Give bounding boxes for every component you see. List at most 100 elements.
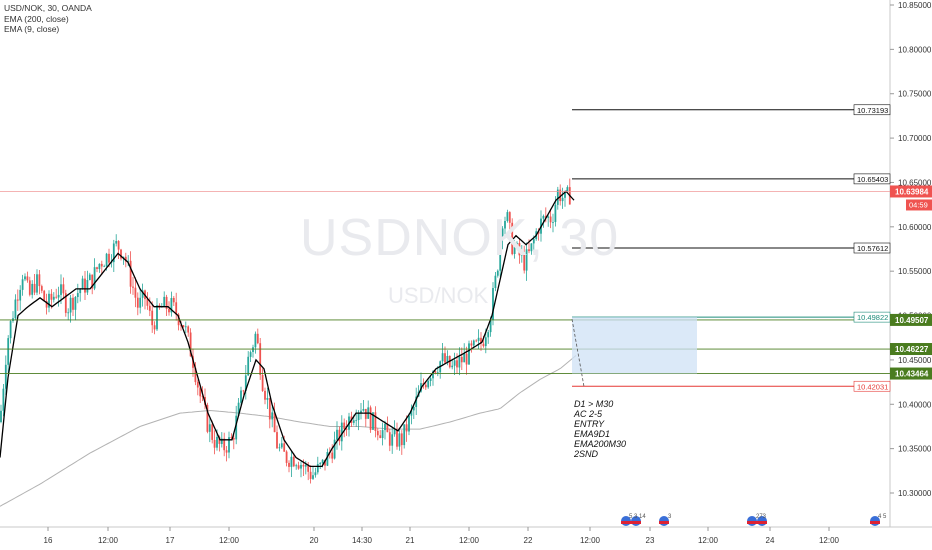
candle-up[interactable] [0, 410, 2, 422]
candle-up[interactable] [21, 279, 24, 290]
candle-down[interactable] [273, 412, 276, 433]
candle-up[interactable] [304, 464, 307, 467]
candle-up[interactable] [249, 352, 252, 357]
candle-up[interactable] [352, 420, 355, 423]
candle-up[interactable] [141, 290, 144, 298]
candle-down[interactable] [194, 367, 197, 383]
candle-up[interactable] [357, 412, 360, 420]
candle-down[interactable] [297, 465, 300, 469]
candle-down[interactable] [343, 422, 346, 429]
candle-up[interactable] [391, 434, 394, 446]
candle-up[interactable] [9, 321, 12, 339]
candle-up[interactable] [362, 409, 365, 411]
candle-down[interactable] [283, 443, 286, 452]
candle-up[interactable] [60, 284, 62, 295]
candle-up[interactable] [290, 456, 293, 467]
candle-down[interactable] [465, 353, 468, 365]
candle-up[interactable] [216, 436, 218, 448]
candle-up[interactable] [516, 243, 518, 247]
candle-down[interactable] [182, 325, 185, 328]
candle-down[interactable] [40, 286, 43, 291]
candle-down[interactable] [288, 462, 290, 467]
candle-down[interactable] [292, 456, 295, 467]
candle-down[interactable] [331, 452, 334, 459]
candle-down[interactable] [168, 309, 170, 313]
candle-down[interactable] [388, 432, 391, 446]
candle-up[interactable] [319, 463, 322, 465]
candle-down[interactable] [72, 297, 74, 310]
candle-down[interactable] [175, 302, 178, 315]
candle-down[interactable] [511, 222, 514, 255]
candle-down[interactable] [379, 435, 382, 438]
candle-down[interactable] [482, 343, 485, 347]
candle-up[interactable] [79, 289, 82, 294]
candle-down[interactable] [134, 287, 137, 298]
candle-up[interactable] [453, 360, 456, 366]
candle-up[interactable] [501, 228, 504, 240]
candle-down[interactable] [218, 436, 221, 444]
candle-up[interactable] [564, 191, 566, 198]
candle-up[interactable] [88, 274, 91, 280]
candle-down[interactable] [324, 459, 326, 466]
candle-down[interactable] [268, 398, 271, 420]
candle-up[interactable] [472, 340, 475, 346]
candle-down[interactable] [132, 286, 134, 288]
candle-down[interactable] [38, 274, 41, 287]
candle-down[interactable] [120, 249, 122, 259]
candle-up[interactable] [271, 412, 274, 420]
candle-down[interactable] [172, 298, 175, 303]
candle-up[interactable] [81, 278, 84, 290]
candle-down[interactable] [261, 375, 264, 391]
candle-down[interactable] [508, 212, 511, 223]
candle-down[interactable] [201, 396, 204, 398]
candle-up[interactable] [360, 410, 362, 413]
candle-up[interactable] [266, 398, 269, 400]
candle-down[interactable] [523, 253, 526, 271]
candle-down[interactable] [396, 429, 398, 447]
candle-up[interactable] [93, 267, 96, 289]
candle-up[interactable] [393, 429, 396, 435]
candle-down[interactable] [386, 424, 389, 433]
candle-up[interactable] [7, 338, 10, 365]
candle-down[interactable] [400, 433, 403, 446]
candle-up[interactable] [355, 420, 358, 421]
candle-up[interactable] [333, 439, 336, 459]
candle-up[interactable] [278, 447, 281, 449]
candle-down[interactable] [96, 267, 98, 269]
candle-up[interactable] [98, 263, 101, 270]
candle-up[interactable] [463, 353, 466, 363]
candle-down[interactable] [153, 325, 156, 330]
candle-down[interactable] [460, 356, 463, 363]
candle-down[interactable] [549, 216, 552, 223]
candle-up[interactable] [103, 266, 106, 268]
candle-up[interactable] [552, 222, 554, 223]
candle-down[interactable] [528, 249, 530, 252]
candle-down[interactable] [369, 407, 372, 430]
candle-down[interactable] [165, 296, 168, 309]
candle-up[interactable] [300, 464, 302, 469]
candle-down[interactable] [232, 438, 235, 440]
candle-up[interactable] [127, 260, 130, 262]
candle-down[interactable] [33, 283, 36, 293]
candle-down[interactable] [302, 464, 305, 467]
candle-down[interactable] [189, 332, 192, 357]
candle-up[interactable] [48, 293, 50, 308]
candle-down[interactable] [309, 471, 312, 479]
candle-up[interactable] [432, 371, 434, 379]
candle-up[interactable] [381, 430, 384, 438]
candle-down[interactable] [206, 404, 209, 432]
candle-up[interactable] [477, 337, 480, 341]
candle-down[interactable] [405, 424, 408, 432]
candle-up[interactable] [384, 424, 386, 431]
candle-down[interactable] [223, 438, 226, 451]
candle-up[interactable] [57, 294, 60, 298]
candle-down[interactable] [196, 382, 199, 388]
candle-up[interactable] [412, 407, 415, 411]
candle-up[interactable] [228, 437, 230, 453]
candle-up[interactable] [408, 415, 410, 432]
candle-down[interactable] [537, 231, 540, 234]
candle-down[interactable] [43, 290, 46, 301]
legend-ema9[interactable]: EMA (9, close) [4, 24, 60, 34]
candle-up[interactable] [67, 312, 70, 314]
